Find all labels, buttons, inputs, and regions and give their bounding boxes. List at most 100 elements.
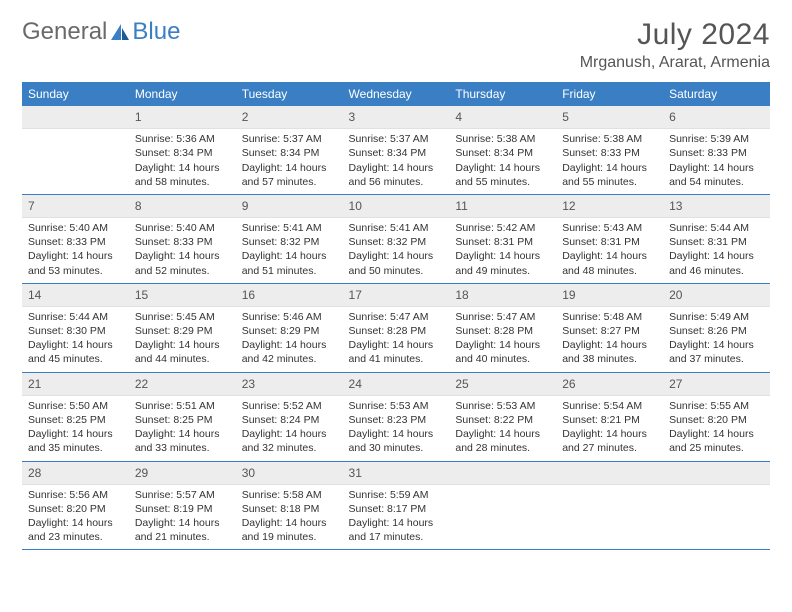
- daylight-text: Daylight: 14 hours and 52 minutes.: [135, 249, 230, 277]
- dayname-row: Sunday Monday Tuesday Wednesday Thursday…: [22, 82, 770, 106]
- daylight-text: Daylight: 14 hours and 49 minutes.: [455, 249, 550, 277]
- sunrise-text: Sunrise: 5:56 AM: [28, 488, 123, 502]
- sunrise-text: Sunrise: 5:53 AM: [349, 399, 444, 413]
- calendar-cell: 10Sunrise: 5:41 AMSunset: 8:32 PMDayligh…: [343, 194, 450, 283]
- day-body: Sunrise: 5:40 AMSunset: 8:33 PMDaylight:…: [22, 218, 129, 283]
- day-number: .: [22, 106, 129, 129]
- calendar-cell: 29Sunrise: 5:57 AMSunset: 8:19 PMDayligh…: [129, 461, 236, 550]
- sunrise-text: Sunrise: 5:42 AM: [455, 221, 550, 235]
- daylight-text: Daylight: 14 hours and 45 minutes.: [28, 338, 123, 366]
- calendar-cell: 7Sunrise: 5:40 AMSunset: 8:33 PMDaylight…: [22, 194, 129, 283]
- day-body: Sunrise: 5:54 AMSunset: 8:21 PMDaylight:…: [556, 396, 663, 461]
- day-number: 25: [449, 373, 556, 396]
- calendar-cell: 20Sunrise: 5:49 AMSunset: 8:26 PMDayligh…: [663, 283, 770, 372]
- daylight-text: Daylight: 14 hours and 58 minutes.: [135, 161, 230, 189]
- day-number: 31: [343, 462, 450, 485]
- day-number: .: [556, 462, 663, 485]
- day-body: Sunrise: 5:44 AMSunset: 8:30 PMDaylight:…: [22, 307, 129, 372]
- day-body: Sunrise: 5:47 AMSunset: 8:28 PMDaylight:…: [449, 307, 556, 372]
- daylight-text: Daylight: 14 hours and 33 minutes.: [135, 427, 230, 455]
- daylight-text: Daylight: 14 hours and 32 minutes.: [242, 427, 337, 455]
- sunset-text: Sunset: 8:27 PM: [562, 324, 657, 338]
- day-number: 28: [22, 462, 129, 485]
- calendar-cell: 16Sunrise: 5:46 AMSunset: 8:29 PMDayligh…: [236, 283, 343, 372]
- sunset-text: Sunset: 8:18 PM: [242, 502, 337, 516]
- calendar-cell: 3Sunrise: 5:37 AMSunset: 8:34 PMDaylight…: [343, 106, 450, 194]
- daylight-text: Daylight: 14 hours and 55 minutes.: [455, 161, 550, 189]
- sunrise-text: Sunrise: 5:37 AM: [242, 132, 337, 146]
- sunset-text: Sunset: 8:32 PM: [349, 235, 444, 249]
- sail-icon: [109, 22, 131, 42]
- daylight-text: Daylight: 14 hours and 40 minutes.: [455, 338, 550, 366]
- day-body: Sunrise: 5:39 AMSunset: 8:33 PMDaylight:…: [663, 129, 770, 194]
- sunrise-text: Sunrise: 5:52 AM: [242, 399, 337, 413]
- day-body: Sunrise: 5:51 AMSunset: 8:25 PMDaylight:…: [129, 396, 236, 461]
- day-body: [556, 485, 663, 493]
- daylight-text: Daylight: 14 hours and 41 minutes.: [349, 338, 444, 366]
- page-title: July 2024: [580, 18, 770, 52]
- sunrise-text: Sunrise: 5:50 AM: [28, 399, 123, 413]
- sunset-text: Sunset: 8:25 PM: [135, 413, 230, 427]
- calendar-table: Sunday Monday Tuesday Wednesday Thursday…: [22, 82, 770, 550]
- day-number: 11: [449, 195, 556, 218]
- day-number: 30: [236, 462, 343, 485]
- sunrise-text: Sunrise: 5:58 AM: [242, 488, 337, 502]
- day-number: .: [449, 462, 556, 485]
- day-number: 8: [129, 195, 236, 218]
- sunset-text: Sunset: 8:28 PM: [455, 324, 550, 338]
- calendar-cell: 17Sunrise: 5:47 AMSunset: 8:28 PMDayligh…: [343, 283, 450, 372]
- calendar-cell: .: [556, 461, 663, 550]
- sunrise-text: Sunrise: 5:51 AM: [135, 399, 230, 413]
- day-number: 1: [129, 106, 236, 129]
- sunset-text: Sunset: 8:33 PM: [28, 235, 123, 249]
- daylight-text: Daylight: 14 hours and 38 minutes.: [562, 338, 657, 366]
- day-body: Sunrise: 5:43 AMSunset: 8:31 PMDaylight:…: [556, 218, 663, 283]
- day-number: 5: [556, 106, 663, 129]
- dayname: Tuesday: [236, 82, 343, 106]
- day-body: [663, 485, 770, 493]
- daylight-text: Daylight: 14 hours and 50 minutes.: [349, 249, 444, 277]
- day-body: Sunrise: 5:49 AMSunset: 8:26 PMDaylight:…: [663, 307, 770, 372]
- sunrise-text: Sunrise: 5:36 AM: [135, 132, 230, 146]
- sunrise-text: Sunrise: 5:46 AM: [242, 310, 337, 324]
- calendar-cell: 22Sunrise: 5:51 AMSunset: 8:25 PMDayligh…: [129, 372, 236, 461]
- calendar-cell: 8 Sunrise: 5:40 AMSunset: 8:33 PMDaylight…: [129, 194, 236, 283]
- sunrise-text: Sunrise: 5:44 AM: [669, 221, 764, 235]
- sunrise-text: Sunrise: 5:41 AM: [349, 221, 444, 235]
- sunset-text: Sunset: 8:28 PM: [349, 324, 444, 338]
- day-number: 12: [556, 195, 663, 218]
- sunrise-text: Sunrise: 5:41 AM: [242, 221, 337, 235]
- sunset-text: Sunset: 8:34 PM: [455, 146, 550, 160]
- daylight-text: Daylight: 14 hours and 42 minutes.: [242, 338, 337, 366]
- sunrise-text: Sunrise: 5:40 AM: [28, 221, 123, 235]
- dayname: Wednesday: [343, 82, 450, 106]
- sunset-text: Sunset: 8:33 PM: [135, 235, 230, 249]
- calendar-cell: 24Sunrise: 5:53 AMSunset: 8:23 PMDayligh…: [343, 372, 450, 461]
- sunset-text: Sunset: 8:33 PM: [669, 146, 764, 160]
- sunset-text: Sunset: 8:24 PM: [242, 413, 337, 427]
- day-body: Sunrise: 5:38 AMSunset: 8:34 PMDaylight:…: [449, 129, 556, 194]
- day-body: [449, 485, 556, 493]
- sunset-text: Sunset: 8:20 PM: [28, 502, 123, 516]
- calendar-cell: 28Sunrise: 5:56 AMSunset: 8:20 PMDayligh…: [22, 461, 129, 550]
- daylight-text: Daylight: 14 hours and 21 minutes.: [135, 516, 230, 544]
- day-body: Sunrise: 5:53 AMSunset: 8:22 PMDaylight:…: [449, 396, 556, 461]
- dayname: Thursday: [449, 82, 556, 106]
- calendar-cell: 11Sunrise: 5:42 AMSunset: 8:31 PMDayligh…: [449, 194, 556, 283]
- calendar-cell: 19Sunrise: 5:48 AMSunset: 8:27 PMDayligh…: [556, 283, 663, 372]
- day-body: Sunrise: 5:48 AMSunset: 8:27 PMDaylight:…: [556, 307, 663, 372]
- calendar-cell: .: [22, 106, 129, 194]
- sunrise-text: Sunrise: 5:37 AM: [349, 132, 444, 146]
- sunset-text: Sunset: 8:34 PM: [135, 146, 230, 160]
- sunrise-text: Sunrise: 5:48 AM: [562, 310, 657, 324]
- day-number: 3: [343, 106, 450, 129]
- sunrise-text: Sunrise: 5:55 AM: [669, 399, 764, 413]
- day-number: 18: [449, 284, 556, 307]
- day-body: Sunrise: 5:42 AMSunset: 8:31 PMDaylight:…: [449, 218, 556, 283]
- sunrise-text: Sunrise: 5:43 AM: [562, 221, 657, 235]
- sunrise-text: Sunrise: 5:40 AM: [135, 221, 230, 235]
- calendar-cell: 14Sunrise: 5:44 AMSunset: 8:30 PMDayligh…: [22, 283, 129, 372]
- sunset-text: Sunset: 8:32 PM: [242, 235, 337, 249]
- daylight-text: Daylight: 14 hours and 57 minutes.: [242, 161, 337, 189]
- calendar-cell: 21Sunrise: 5:50 AMSunset: 8:25 PMDayligh…: [22, 372, 129, 461]
